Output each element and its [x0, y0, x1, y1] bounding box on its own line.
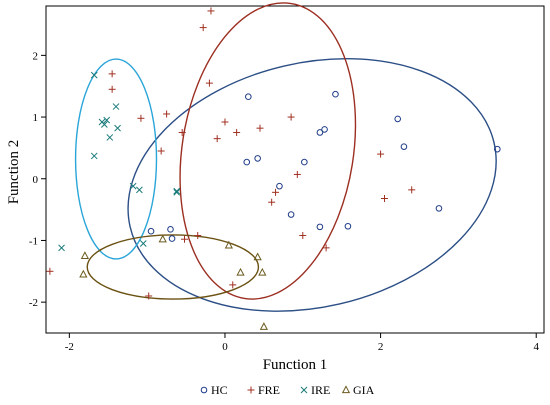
point-fre-12: [299, 232, 307, 240]
point-fre-20: [229, 281, 237, 289]
point-hc-6: [316, 223, 324, 231]
point-hc-16: [167, 226, 174, 233]
point-fre-14: [293, 170, 301, 178]
x-tick-label: -2: [65, 341, 74, 353]
point-hc-8: [321, 126, 328, 133]
point-fre-22: [46, 267, 54, 275]
point-fre-25: [108, 70, 116, 78]
point-fre-21: [145, 292, 153, 300]
legend-label-gia: GIA: [353, 383, 375, 397]
point-ire-7: [90, 152, 98, 160]
point-gia-0: [80, 251, 90, 259]
point-hc-1: [243, 158, 251, 166]
point-fre-11: [287, 113, 295, 121]
x-tick-label: 4: [533, 341, 539, 353]
y-tick-label: -2: [29, 297, 38, 309]
point-gia-7: [259, 322, 269, 330]
point-gia-5: [253, 252, 262, 261]
x-tick-label: 2: [378, 341, 384, 353]
point-fre-6: [221, 118, 229, 126]
ellipse-hc: [127, 57, 497, 312]
ellipse-ire: [74, 58, 158, 260]
scatter-points: [46, 7, 501, 330]
point-hc-3: [276, 182, 283, 190]
point-ire-5: [112, 103, 120, 110]
point-ire-8: [129, 182, 137, 190]
point-hc-5: [301, 158, 308, 166]
y-tick-label: 2: [33, 50, 39, 62]
point-hc-7: [316, 129, 324, 136]
point-fre-26: [108, 85, 116, 93]
point-gia-2: [158, 234, 167, 243]
legend-marker-fre: [247, 386, 255, 394]
point-fre-10: [272, 188, 280, 196]
ellipse-fre: [179, 2, 357, 300]
point-hc-15: [147, 227, 155, 235]
legend: HC FRE IRE GIA: [200, 383, 375, 397]
point-hc-4: [287, 211, 295, 218]
confidence-ellipses: [74, 2, 497, 312]
y-tick-label: 1: [33, 112, 39, 124]
point-ire-12: [173, 188, 181, 196]
point-fre-0: [199, 24, 207, 32]
point-fre-8: [256, 124, 264, 132]
point-hc-12: [400, 143, 408, 150]
point-fre-13: [322, 244, 330, 252]
point-ire-0: [90, 71, 98, 79]
point-gia-4: [236, 267, 245, 276]
point-hc-13: [435, 205, 443, 212]
point-gia-3: [224, 240, 233, 249]
point-ire-13: [173, 187, 181, 195]
point-ire-11: [58, 244, 65, 252]
point-ire-4: [106, 134, 114, 141]
point-fre-23: [157, 147, 165, 155]
point-hc-17: [168, 235, 176, 242]
point-ire-3: [101, 121, 108, 128]
ellipse-gia: [86, 234, 260, 300]
x-axis-label: Function 1: [263, 357, 328, 373]
point-fre-5: [213, 135, 221, 143]
point-hc-14: [494, 145, 501, 153]
point-fre-2: [205, 79, 213, 87]
point-fre-19: [194, 232, 202, 240]
legend-marker-ire: [300, 386, 308, 394]
point-fre-16: [380, 194, 388, 202]
point-fre-7: [233, 128, 241, 136]
point-hc-2: [254, 155, 261, 162]
plot-frame: [45, 5, 545, 334]
point-ire-10: [139, 240, 147, 247]
point-gia-6: [258, 267, 267, 276]
point-hc-11: [394, 115, 402, 123]
point-ire-6: [114, 124, 121, 132]
axis-ticks: -2 0 2 4 -2 -1 0 1 2: [29, 50, 540, 353]
point-hc-0: [245, 93, 252, 100]
point-fre-18: [181, 235, 189, 243]
legend-label-ire: IRE: [311, 383, 330, 397]
y-tick-label: -1: [29, 235, 38, 247]
y-axis-label: Function 2: [6, 140, 22, 205]
point-ire-9: [136, 186, 143, 194]
y-tick-label: 0: [33, 174, 39, 186]
point-hc-10: [344, 222, 352, 230]
point-gia-1: [79, 269, 88, 278]
x-tick-label: 0: [222, 341, 228, 353]
point-hc-9: [332, 90, 339, 98]
point-fre-15: [377, 150, 385, 158]
legend-label-hc: HC: [211, 383, 228, 397]
point-fre-1: [207, 7, 215, 15]
point-fre-9: [268, 198, 276, 206]
point-fre-24: [137, 114, 145, 122]
legend-marker-gia: [341, 385, 351, 394]
point-ire-2: [103, 116, 111, 124]
legend-marker-hc: [200, 386, 208, 394]
point-fre-3: [163, 110, 171, 118]
point-fre-17: [408, 186, 416, 194]
point-fre-4: [178, 128, 186, 136]
legend-label-fre: FRE: [258, 383, 280, 397]
